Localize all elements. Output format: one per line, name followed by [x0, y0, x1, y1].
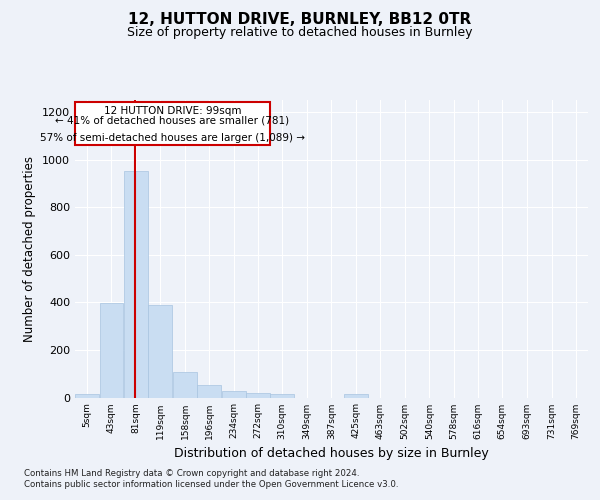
Bar [271, 394, 294, 398]
Text: 57% of semi-detached houses are larger (1,089) →: 57% of semi-detached houses are larger (… [40, 132, 305, 142]
Bar [124, 172, 148, 398]
Text: Contains public sector information licensed under the Open Government Licence v3: Contains public sector information licen… [24, 480, 398, 489]
Text: 12, HUTTON DRIVE, BURNLEY, BB12 0TR: 12, HUTTON DRIVE, BURNLEY, BB12 0TR [128, 12, 472, 28]
Bar [197, 385, 221, 398]
Bar [222, 391, 245, 398]
Bar [173, 372, 197, 398]
Bar [344, 394, 368, 398]
Text: Size of property relative to detached houses in Burnley: Size of property relative to detached ho… [127, 26, 473, 39]
Text: ← 41% of detached houses are smaller (781): ← 41% of detached houses are smaller (78… [55, 116, 290, 126]
Bar [148, 304, 172, 398]
Bar [75, 394, 99, 398]
Bar [100, 304, 124, 398]
Y-axis label: Number of detached properties: Number of detached properties [23, 156, 37, 342]
Bar [246, 393, 270, 398]
Text: Contains HM Land Registry data © Crown copyright and database right 2024.: Contains HM Land Registry data © Crown c… [24, 469, 359, 478]
X-axis label: Distribution of detached houses by size in Burnley: Distribution of detached houses by size … [174, 447, 489, 460]
Text: 12 HUTTON DRIVE: 99sqm: 12 HUTTON DRIVE: 99sqm [104, 106, 241, 117]
FancyBboxPatch shape [75, 102, 270, 145]
